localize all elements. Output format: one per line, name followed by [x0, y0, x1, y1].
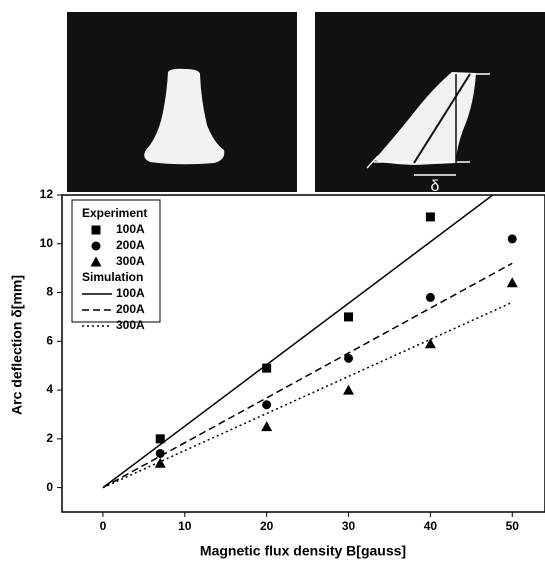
legend-marker	[91, 225, 101, 235]
data-point	[155, 448, 165, 458]
data-point	[262, 400, 272, 410]
legend-header: Experiment	[82, 206, 147, 220]
legend-label: 200A	[116, 302, 145, 316]
x-tick-label: 20	[260, 519, 274, 533]
x-tick-label: 0	[100, 519, 107, 533]
data-point	[344, 312, 354, 322]
legend-marker	[91, 241, 101, 251]
plot-area	[102, 195, 513, 489]
data-point	[262, 363, 272, 373]
data-point	[154, 457, 166, 468]
photo-left	[67, 12, 297, 192]
legend-label: 100A	[116, 222, 145, 236]
legend-header: Simulation	[82, 270, 143, 284]
y-tick-label: 10	[40, 236, 54, 250]
legend-marker	[90, 256, 102, 267]
legend-label: 300A	[116, 254, 145, 268]
data-point	[425, 212, 435, 222]
y-tick-label: 12	[40, 187, 54, 201]
legend-label: 200A	[116, 238, 145, 252]
legend-label: 100A	[116, 286, 145, 300]
plot-frame	[61, 194, 545, 513]
x-tick-label: 40	[424, 519, 438, 533]
data-point	[261, 421, 273, 432]
x-tick-label: 50	[506, 519, 520, 533]
y-tick-label: 0	[46, 480, 53, 494]
sim-line	[102, 301, 513, 489]
data-point	[506, 277, 518, 288]
legend	[71, 199, 161, 323]
data-point	[155, 434, 165, 444]
y-tick-label: 2	[46, 431, 53, 445]
x-axis-label: Magnetic flux density B[gauss]	[200, 543, 406, 559]
photo-label: δ	[431, 178, 440, 195]
y-tick-label: 8	[46, 285, 53, 299]
data-point	[425, 292, 435, 302]
data-point	[344, 353, 354, 363]
y-tick-label: 6	[46, 333, 53, 347]
data-point	[343, 384, 355, 395]
data-point	[424, 338, 436, 349]
y-tick-label: 4	[46, 382, 53, 396]
legend-label: 300A	[116, 318, 145, 332]
x-tick-label: 10	[178, 519, 192, 533]
photo-right: δ	[315, 12, 545, 195]
y-axis-label: Arc deflection δ[mm]	[9, 275, 25, 415]
x-tick-label: 30	[342, 519, 356, 533]
sim-line	[102, 262, 513, 489]
sim-line	[102, 195, 495, 489]
data-point	[507, 234, 517, 244]
